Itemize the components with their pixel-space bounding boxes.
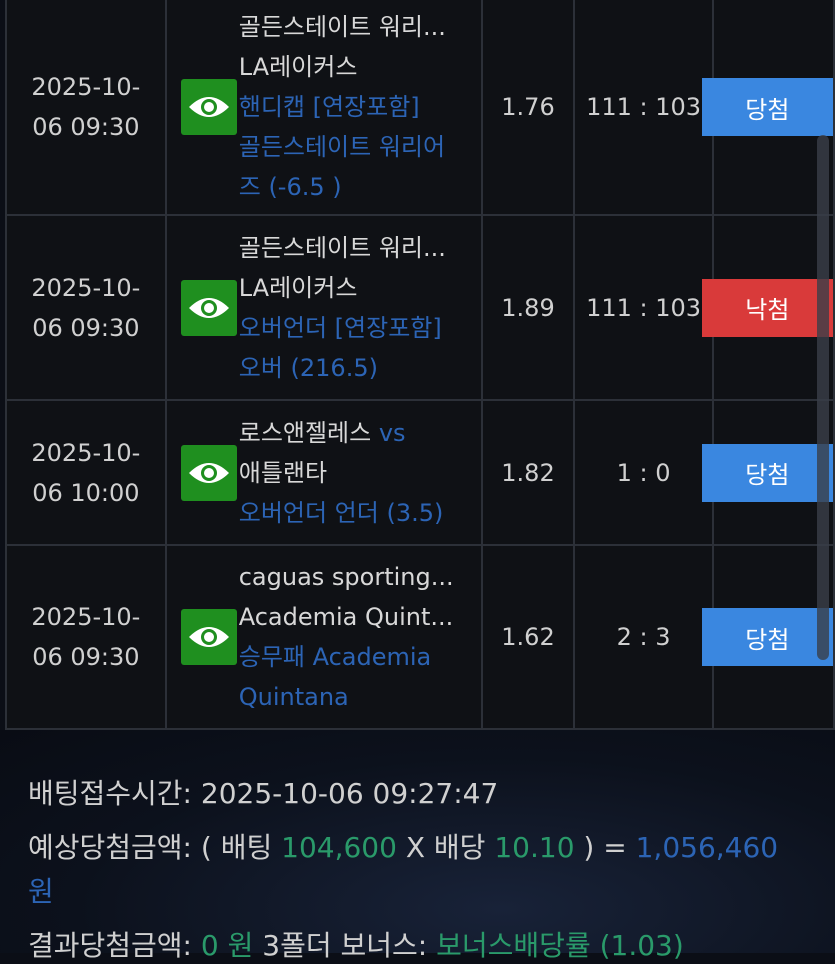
- result-badge[interactable]: 당첨: [701, 608, 833, 666]
- game-cell: 골든스테이트 워리... LA레이커스 핸디캡 [연장포함] 골든스테이트 워리…: [164, 0, 483, 216]
- result-cell: 당첨: [701, 544, 835, 730]
- pick: 골든스테이트 워리어즈 (-6.5 ): [238, 133, 446, 201]
- odds: 1.62: [480, 544, 576, 730]
- table-row: 2025-10-06 09:30 골든스테이트 워리... LA레이커스 오버언…: [5, 214, 835, 401]
- team1: 골든스테이트 워리...: [238, 233, 446, 262]
- date-cell: 2025-10-06 09:30: [5, 214, 167, 401]
- odds: 1.76: [480, 0, 576, 216]
- table-row: 2025-10-06 09:30 caguas sporting... Acad…: [5, 544, 835, 730]
- date: 2025-10-06 10:00: [31, 438, 141, 507]
- game-info: caguas sporting... Academia Quint... 승무패…: [239, 557, 481, 717]
- score: 111 : 103: [573, 214, 714, 401]
- team2: LA레이커스: [238, 53, 358, 81]
- game-cell: caguas sporting... Academia Quint... 승무패…: [164, 544, 483, 730]
- eye-icon[interactable]: [180, 279, 237, 336]
- odds: 1.82: [480, 399, 576, 546]
- date: 2025-10-06 09:30: [31, 73, 141, 141]
- team1: 골든스테이트 워리...: [238, 13, 446, 41]
- expected-winnings: 예상당첨금액: ( 배팅 104,600 X 배당 10.10 ) = 1,05…: [28, 831, 779, 864]
- background: [0, 730, 835, 953]
- game-info: 골든스테이트 워리... LA레이커스 오버언더 [연장포함] 오버 (216.…: [239, 228, 481, 388]
- score: 1 : 0: [573, 399, 714, 546]
- market: 승무패 Academia: [238, 643, 432, 671]
- score: 111 : 103: [573, 0, 714, 216]
- game-cell: 로스앤젤레스 vs 애틀랜타 오버언더 언더 (3.5): [164, 399, 483, 546]
- table-row: 2025-10-06 09:30 골든스테이트 워리... LA레이커스 핸디캡…: [5, 0, 835, 216]
- team1: 로스앤젤레스 vs: [238, 418, 406, 447]
- score: 2 : 3: [573, 544, 714, 730]
- pick: Quintana: [238, 683, 349, 711]
- scrollbar[interactable]: [817, 135, 829, 660]
- result-badge[interactable]: 당첨: [701, 443, 833, 502]
- eye-icon[interactable]: [180, 79, 237, 135]
- game-info: 로스앤젤레스 vs 애틀랜타 오버언더 언더 (3.5): [239, 413, 481, 533]
- game-cell: 골든스테이트 워리... LA레이커스 오버언더 [연장포함] 오버 (216.…: [164, 214, 483, 401]
- team1: caguas sporting...: [238, 563, 454, 591]
- market: 핸디캡 [연장포함]: [238, 93, 420, 121]
- market: 오버언더 언더 (3.5): [238, 498, 444, 527]
- result-badge[interactable]: 당첨: [701, 78, 833, 136]
- team2: 애틀랜타: [238, 458, 328, 487]
- result-badge[interactable]: 낙첨: [701, 278, 833, 337]
- bet-table: 2025-10-06 09:30 골든스테이트 워리... LA레이커스 핸디캡…: [5, 0, 835, 730]
- date: 2025-10-06 09:30: [31, 273, 141, 342]
- expected-currency: 원: [28, 875, 54, 908]
- date-cell: 2025-10-06 09:30: [5, 0, 167, 216]
- result-winnings: 결과당첨금액: 0 원 3폴더 보너스: 보너스배당률 (1.03): [28, 929, 684, 962]
- date-cell: 2025-10-06 10:00: [5, 399, 167, 546]
- market: 오버언더 [연장포함]: [238, 313, 442, 342]
- game-info: 골든스테이트 워리... LA레이커스 핸디캡 [연장포함] 골든스테이트 워리…: [239, 7, 481, 207]
- result-cell: 낙첨: [701, 214, 835, 401]
- pick: 오버 (216.5): [238, 353, 378, 382]
- odds: 1.89: [480, 214, 576, 401]
- result-cell: 당첨: [701, 399, 835, 546]
- team2: LA레이커스: [238, 273, 358, 302]
- eye-icon[interactable]: [180, 444, 237, 501]
- bet-time: 배팅접수시간: 2025-10-06 09:27:47: [28, 777, 499, 810]
- table-row: 2025-10-06 10:00 로스앤젤레스 vs 애틀랜타 오버언더 언더 …: [5, 399, 835, 546]
- date-cell: 2025-10-06 09:30: [5, 544, 167, 730]
- eye-icon[interactable]: [180, 609, 237, 665]
- date: 2025-10-06 09:30: [31, 603, 141, 671]
- result-cell: 당첨: [701, 0, 835, 216]
- team2: Academia Quint...: [238, 603, 454, 631]
